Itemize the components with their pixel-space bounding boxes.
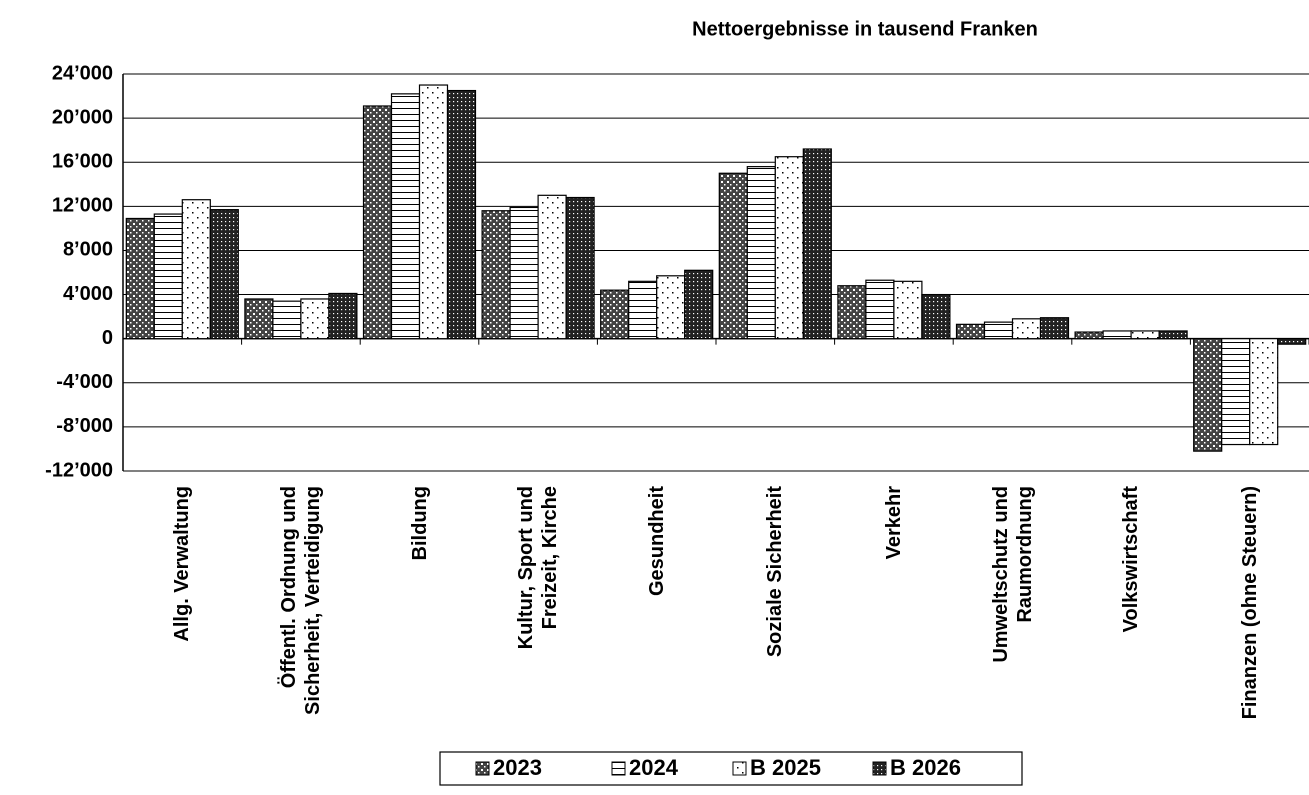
bar [328,292,358,340]
bar [446,89,477,340]
bar [153,213,183,340]
x-tick-label: Soziale Sicherheit [764,486,787,658]
bar [181,199,211,340]
bar [1011,318,1042,340]
legend-box [439,751,1023,786]
y-tick-label: 16’000 [52,151,113,173]
y-tick-label: 8’000 [63,239,113,261]
bar [837,285,867,340]
x-tick-label: Finanzen (ohne Steuern) [1238,486,1261,720]
x-tick-label: Umweltschutz und Raumordnung [989,486,1036,663]
bar [1074,331,1104,340]
y-tick-label: 24’000 [52,62,113,84]
bar [1193,338,1223,452]
y-tick-label: 4’000 [63,283,113,305]
legend-label: 2024 [629,755,679,780]
bar [362,105,393,340]
bar [1158,330,1188,340]
bar [1102,330,1132,340]
legend-swatch [611,761,626,776]
legend-swatch [475,761,490,776]
bar [983,321,1014,340]
bar [600,289,630,340]
x-tick-label: Kultur, Sport und Freizeit, Kirche [515,486,562,650]
x-tick-label: Bildung [408,486,431,561]
bar [390,93,421,340]
bar [537,194,567,340]
bar [125,217,155,340]
bar [300,298,330,340]
bar [1249,338,1279,446]
legend-label: B 2026 [890,755,961,780]
legend-swatch [872,761,887,776]
bar [718,172,748,340]
bar [684,269,714,340]
bar [509,206,539,340]
bar [481,210,511,340]
bar [865,279,895,340]
x-tick-label: Gesundheit [645,486,668,597]
bar [244,298,274,340]
y-tick-label: 12’000 [52,195,113,217]
y-tick-label: -4’000 [56,371,113,393]
bar [418,84,449,340]
chart-title: Nettoergebnisse in tausend Franken [692,18,1038,40]
bar [628,280,658,340]
bar [656,275,686,340]
bar [1130,330,1160,340]
bar [1039,317,1070,340]
x-tick-label: Verkehr [882,486,905,560]
bar [893,280,923,340]
y-tick-label: -12’000 [45,459,113,481]
legend-label: 2023 [493,755,542,780]
legend-label: B 2025 [750,755,821,780]
bar [565,196,595,340]
x-tick-label: Volkswirtschaft [1120,486,1143,633]
x-tick-label: Allg. Verwaltung [171,486,194,642]
x-tick-label: Öffentl. Ordnung und Sicherheit, Verteid… [277,486,324,715]
y-tick-label: 20’000 [52,106,113,128]
bar [272,300,302,340]
bar [1221,338,1251,446]
y-tick-label: 0 [102,327,113,349]
y-tick-label: -8’000 [56,415,113,437]
legend-swatch [732,761,747,776]
bar [774,156,804,340]
bar [802,148,832,340]
bar [1277,338,1307,345]
bar [746,166,776,340]
bar [209,209,239,340]
bar [921,293,951,340]
bar [955,323,986,340]
